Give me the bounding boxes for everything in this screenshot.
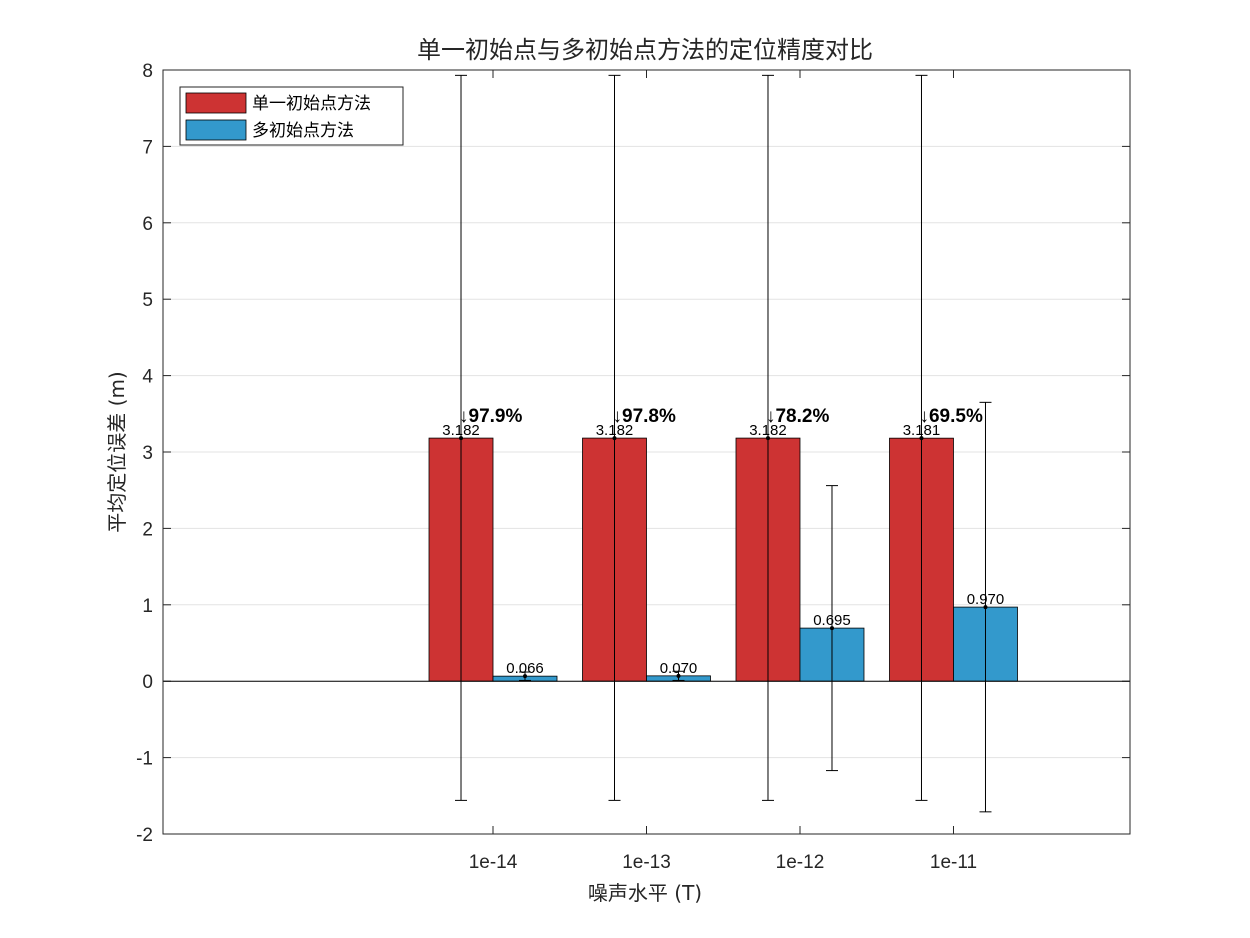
x-tick-label: 1e-11 (930, 852, 977, 873)
error-bars (455, 74, 992, 813)
y-axis-label: 平均定位误差 (m) (105, 371, 129, 532)
value-label: 0.970 (967, 591, 1005, 608)
y-tick-label: 2 (142, 519, 153, 540)
error-center-dot (983, 605, 988, 610)
y-tick-label: 5 (142, 290, 153, 311)
reduction-annotation: ↓69.5% (919, 406, 982, 427)
value-label: 0.066 (506, 660, 544, 677)
axes: -2 -1 0 1 2 3 4 5 6 7 8 1e-14 1e-13 1e-12 1e-11 (136, 61, 1131, 873)
value-label: 0.070 (660, 660, 698, 677)
y-tick-label: 4 (142, 367, 153, 388)
error-center-dot (612, 436, 617, 441)
reduction-annotation: ↓78.2% (766, 406, 829, 427)
x-tick-label: 1e-13 (622, 852, 671, 873)
value-label: 3.182 (749, 422, 787, 439)
x-axis-label: 噪声水平 (T) (588, 881, 702, 905)
y-tick-label: 0 (142, 672, 153, 693)
chart-title: 单一初始点与多初始点方法的定位精度对比 (417, 36, 873, 64)
error-center-dot (523, 674, 528, 679)
legend-label-multi: 多初始点方法 (252, 121, 354, 141)
y-tick-label: 6 (142, 214, 153, 235)
error-center-dot (459, 436, 464, 441)
error-center-dot (676, 673, 681, 678)
value-label: 3.182 (442, 422, 480, 439)
x-tick-label: 1e-12 (776, 852, 825, 873)
error-center-dot (765, 436, 770, 441)
legend-label-single: 单一初始点方法 (252, 94, 371, 114)
y-tick-label: -2 (136, 825, 153, 846)
y-tick-label: 8 (142, 61, 153, 82)
value-label: 3.181 (903, 422, 941, 439)
y-tick-label: 1 (142, 596, 153, 617)
error-center-dot (829, 626, 834, 631)
value-label: 3.182 (596, 422, 634, 439)
x-tick-label: 1e-14 (469, 852, 518, 873)
value-label: 0.695 (813, 612, 851, 629)
data-labels: 3.1820.066↓97.9%3.1820.070↓97.8%3.1820.6… (442, 406, 1004, 677)
legend-swatch-multi (185, 119, 247, 141)
legend: 单一初始点方法 多初始点方法 (179, 86, 404, 146)
legend-swatch-single (185, 92, 247, 114)
reduction-annotation: ↓97.8% (613, 406, 676, 427)
y-tick-label: 7 (142, 137, 153, 158)
plot-frame (162, 69, 1131, 835)
reduction-annotation: ↓97.9% (459, 406, 522, 427)
error-center-dot (919, 436, 924, 441)
y-tick-label: -1 (136, 749, 153, 770)
y-tick-label: 3 (142, 443, 153, 464)
